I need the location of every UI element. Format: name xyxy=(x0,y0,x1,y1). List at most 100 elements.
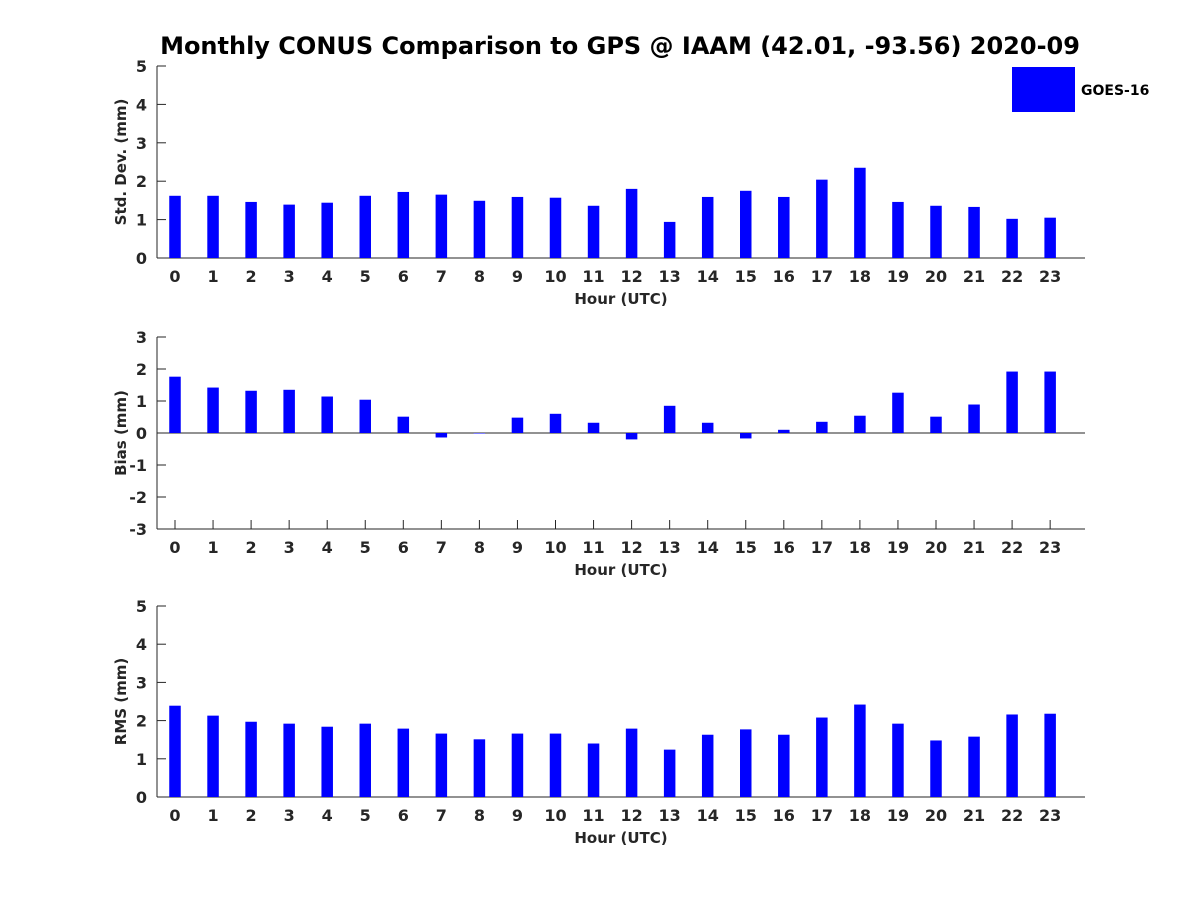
x-tick-label: 19 xyxy=(887,538,909,557)
bar-stddev-hour-4 xyxy=(321,202,333,258)
y-tick-label: -1 xyxy=(129,456,147,475)
bar-stddev-hour-18 xyxy=(854,167,866,258)
x-tick-label: 17 xyxy=(811,538,833,557)
x-tick-label: 7 xyxy=(436,538,447,557)
bar-rms-hour-0 xyxy=(169,705,181,797)
x-tick-label: 3 xyxy=(284,538,295,557)
x-tick-label: 11 xyxy=(582,806,604,825)
x-tick-label: 15 xyxy=(735,806,757,825)
x-tick-label: 8 xyxy=(474,806,485,825)
x-tick-label: 18 xyxy=(849,538,871,557)
legend-label: GOES-16 xyxy=(1081,83,1149,99)
bar-stddev-hour-6 xyxy=(397,191,410,258)
bar-rms-hour-8 xyxy=(473,739,486,797)
bar-bias-hour-11 xyxy=(587,422,600,433)
x-tick-label: 20 xyxy=(925,267,947,286)
x-tick-label: 4 xyxy=(322,267,333,286)
y-tick-label: 4 xyxy=(136,95,147,114)
y-tick-label: 2 xyxy=(136,172,147,191)
bar-bias-hour-3 xyxy=(283,389,295,433)
x-tick-label: 12 xyxy=(620,538,642,557)
bar-bias-hour-8 xyxy=(473,433,486,434)
bar-stddev-hour-11 xyxy=(587,205,600,258)
x-tick-label: 20 xyxy=(925,806,947,825)
y-tick-label: 3 xyxy=(136,134,147,153)
x-tick-label: 5 xyxy=(360,267,371,286)
y-axis-label: Bias (mm) xyxy=(112,390,130,476)
bar-rms-hour-5 xyxy=(359,723,371,797)
bar-stddev-hour-21 xyxy=(968,206,980,258)
x-tick-label: 1 xyxy=(207,806,218,825)
x-tick-label: 10 xyxy=(544,267,566,286)
bar-stddev-hour-5 xyxy=(359,195,371,258)
bar-stddev-hour-23 xyxy=(1044,217,1056,258)
x-tick-label: 13 xyxy=(659,806,681,825)
bar-bias-hour-6 xyxy=(397,416,410,433)
x-tick-label: 23 xyxy=(1039,267,1061,286)
x-tick-label: 6 xyxy=(398,806,409,825)
bar-bias-hour-21 xyxy=(968,404,980,433)
y-tick-label: 2 xyxy=(136,360,147,379)
bar-rms-hour-9 xyxy=(511,733,524,797)
y-tick-label: 2 xyxy=(136,712,147,731)
y-tick-label: 1 xyxy=(136,211,147,230)
x-tick-label: 10 xyxy=(544,538,566,557)
x-tick-label: 14 xyxy=(697,806,719,825)
x-tick-label: 22 xyxy=(1001,806,1023,825)
x-tick-label: 19 xyxy=(887,267,909,286)
x-tick-label: 8 xyxy=(474,538,485,557)
x-tick-label: 6 xyxy=(398,267,409,286)
bar-stddev-hour-10 xyxy=(549,197,562,258)
y-axis-label: Std. Dev. (mm) xyxy=(112,99,130,226)
y-tick-label: -2 xyxy=(129,488,147,507)
x-tick-label: 12 xyxy=(620,806,642,825)
bar-stddev-hour-22 xyxy=(1006,218,1018,258)
bar-rms-hour-2 xyxy=(245,721,257,797)
y-tick-label: 3 xyxy=(136,328,147,347)
bar-stddev-hour-0 xyxy=(169,195,181,258)
x-tick-label: 22 xyxy=(1001,538,1023,557)
x-tick-label: 2 xyxy=(246,806,257,825)
x-axis-label: Hour (UTC) xyxy=(574,290,667,308)
bar-stddev-hour-1 xyxy=(207,195,219,258)
x-tick-label: 2 xyxy=(246,538,257,557)
x-tick-label: 4 xyxy=(322,538,333,557)
bar-stddev-hour-8 xyxy=(473,200,486,258)
x-tick-label: 5 xyxy=(360,806,371,825)
x-axis-label: Hour (UTC) xyxy=(574,561,667,579)
bar-bias-hour-12 xyxy=(625,433,638,440)
x-tick-label: 13 xyxy=(659,267,681,286)
bar-bias-hour-4 xyxy=(321,396,333,433)
legend: GOES-16 xyxy=(1012,67,1149,112)
x-tick-label: 16 xyxy=(773,538,795,557)
bar-rms-hour-4 xyxy=(321,726,333,797)
y-tick-label: 5 xyxy=(136,597,147,616)
y-tick-label: 0 xyxy=(136,424,147,443)
y-tick-label: 0 xyxy=(136,788,147,807)
x-tick-label: 7 xyxy=(436,806,447,825)
x-tick-label: 9 xyxy=(512,267,523,286)
y-tick-label: -3 xyxy=(129,520,147,539)
x-tick-label: 7 xyxy=(436,267,447,286)
x-tick-label: 20 xyxy=(925,538,947,557)
bar-rms-hour-15 xyxy=(740,729,752,797)
bar-bias-hour-5 xyxy=(359,399,371,433)
bar-stddev-hour-16 xyxy=(778,196,790,258)
bar-rms-hour-20 xyxy=(930,740,942,797)
y-tick-label: 0 xyxy=(136,249,147,268)
x-tick-label: 8 xyxy=(474,267,485,286)
x-tick-label: 15 xyxy=(735,538,757,557)
x-tick-label: 0 xyxy=(169,538,180,557)
x-tick-label: 23 xyxy=(1039,538,1061,557)
y-axis-label: RMS (mm) xyxy=(112,658,130,745)
bar-rms-hour-17 xyxy=(816,717,828,797)
x-tick-label: 14 xyxy=(697,538,719,557)
bar-rms-hour-3 xyxy=(283,723,295,797)
x-tick-label: 17 xyxy=(811,267,833,286)
bar-bias-hour-17 xyxy=(816,421,828,433)
bar-rms-hour-11 xyxy=(587,743,600,797)
x-tick-label: 16 xyxy=(773,806,795,825)
